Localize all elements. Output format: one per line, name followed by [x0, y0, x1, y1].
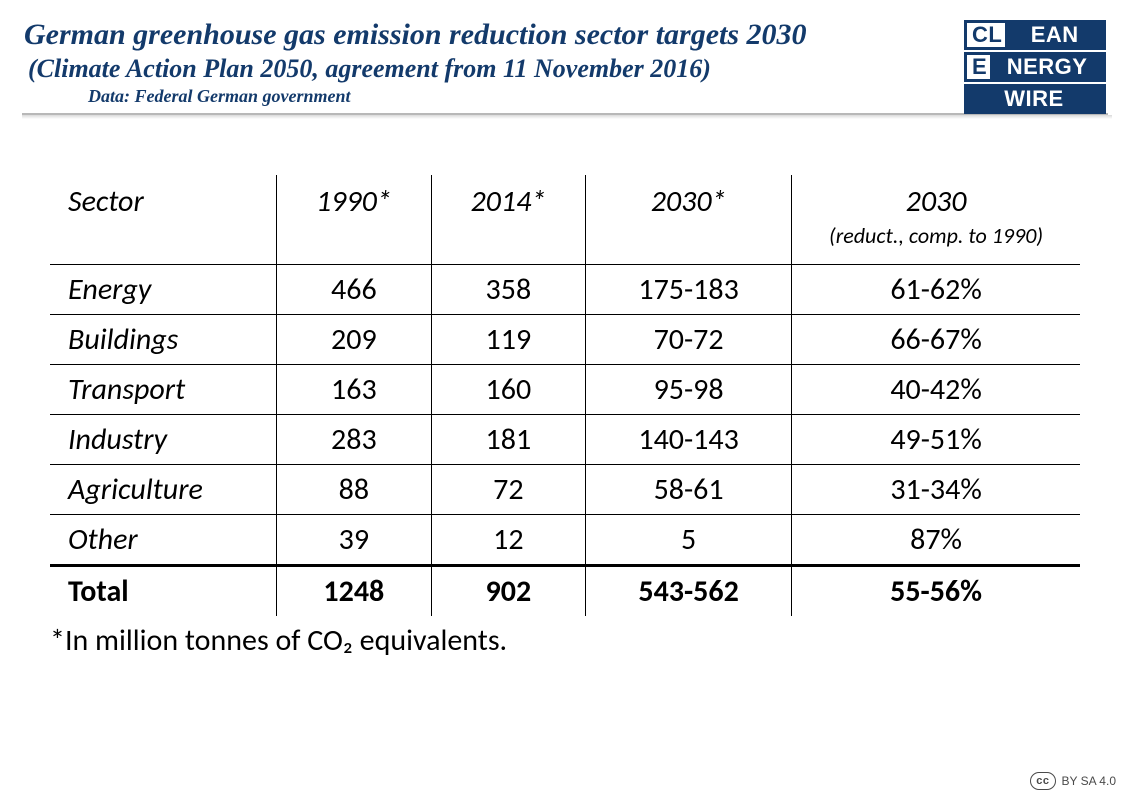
cell-value: 58-61 — [586, 465, 792, 515]
table-body: Energy 466 358 175-183 61-62% Buildings … — [50, 265, 1080, 617]
cell-value: 88 — [277, 465, 432, 515]
cell-value: 160 — [431, 365, 586, 415]
table-header-row: Sector 1990* 2014* 2030* 2030 (reduct., … — [50, 175, 1080, 265]
table-row: Energy 466 358 175-183 61-62% — [50, 265, 1080, 315]
logo-row-1: CL EAN — [964, 20, 1106, 50]
table-row: Industry 283 181 140-143 49-51% — [50, 415, 1080, 465]
cell-sector: Transport — [50, 365, 277, 415]
cell-value: 12 — [431, 515, 586, 566]
cell-value: 49-51% — [792, 415, 1080, 465]
table-total-row: Total 1248 902 543-562 55-56% — [50, 566, 1080, 617]
license: cc BY SA 4.0 — [1030, 772, 1116, 790]
logo-text: WIRE — [964, 84, 1106, 114]
logo-row-2: E NERGY — [964, 52, 1106, 82]
cell-value: 39 — [277, 515, 432, 566]
cell-value: 70-72 — [586, 315, 792, 365]
cell-value: 358 — [431, 265, 586, 315]
cell-sector: Buildings — [50, 315, 277, 365]
col-header-2014: 2014* — [431, 175, 586, 265]
logo-text: CL — [964, 20, 1005, 50]
cell-sector: Energy — [50, 265, 277, 315]
cell-value: 95-98 — [586, 365, 792, 415]
col-header-sublabel: (reduct., comp. to 1990) — [802, 222, 1070, 249]
page-subtitle: (Climate Action Plan 2050, agreement fro… — [22, 53, 942, 84]
cell-sector: Agriculture — [50, 465, 277, 515]
cell-value: 61-62% — [792, 265, 1080, 315]
data-source: Data: Federal German government — [22, 84, 1108, 107]
cell-value: 283 — [277, 415, 432, 465]
cell-total-label: Total — [50, 566, 277, 617]
table-row: Buildings 209 119 70-72 66-67% — [50, 315, 1080, 365]
cell-sector: Industry — [50, 415, 277, 465]
table-row: Agriculture 88 72 58-61 31-34% — [50, 465, 1080, 515]
cell-total-value: 543-562 — [586, 566, 792, 617]
cell-total-value: 1248 — [277, 566, 432, 617]
cell-value: 163 — [277, 365, 432, 415]
col-header-label: 2030 — [906, 183, 967, 220]
col-header-sector: Sector — [50, 175, 277, 265]
logo-text: EAN — [1005, 20, 1106, 50]
table-row: Other 39 12 5 87% — [50, 515, 1080, 566]
cell-value: 466 — [277, 265, 432, 315]
col-header-2030: 2030* — [586, 175, 792, 265]
cell-value: 31-34% — [792, 465, 1080, 515]
cell-value: 5 — [586, 515, 792, 566]
cc-icon: cc — [1030, 772, 1055, 790]
cell-value: 40-42% — [792, 365, 1080, 415]
footnote: *In million tonnes of CO₂ equivalents. — [22, 616, 1108, 659]
logo-text: NERGY — [990, 52, 1106, 82]
page-title: German greenhouse gas emission reduction… — [22, 18, 942, 53]
logo-row-3: WIRE — [964, 84, 1106, 114]
cell-value: 72 — [431, 465, 586, 515]
emissions-table: Sector 1990* 2014* 2030* 2030 (reduct., … — [50, 175, 1080, 617]
page: German greenhouse gas emission reduction… — [0, 0, 1130, 800]
col-header-1990: 1990* — [277, 175, 432, 265]
table-container: Sector 1990* 2014* 2030* 2030 (reduct., … — [22, 115, 1108, 617]
cell-value: 181 — [431, 415, 586, 465]
cell-total-value: 55-56% — [792, 566, 1080, 617]
cell-value: 119 — [431, 315, 586, 365]
col-header-2030-reduction: 2030 (reduct., comp. to 1990) — [792, 175, 1080, 265]
cell-value: 140-143 — [586, 415, 792, 465]
license-text: BY SA 4.0 — [1062, 774, 1117, 788]
cell-value: 175-183 — [586, 265, 792, 315]
brand-logo: CL EAN E NERGY WIRE — [964, 20, 1106, 116]
cell-value: 209 — [277, 315, 432, 365]
cell-value: 87% — [792, 515, 1080, 566]
cell-value: 66-67% — [792, 315, 1080, 365]
cell-total-value: 902 — [431, 566, 586, 617]
table-row: Transport 163 160 95-98 40-42% — [50, 365, 1080, 415]
logo-text: E — [964, 52, 990, 82]
header: German greenhouse gas emission reduction… — [22, 18, 1108, 115]
cell-sector: Other — [50, 515, 277, 566]
